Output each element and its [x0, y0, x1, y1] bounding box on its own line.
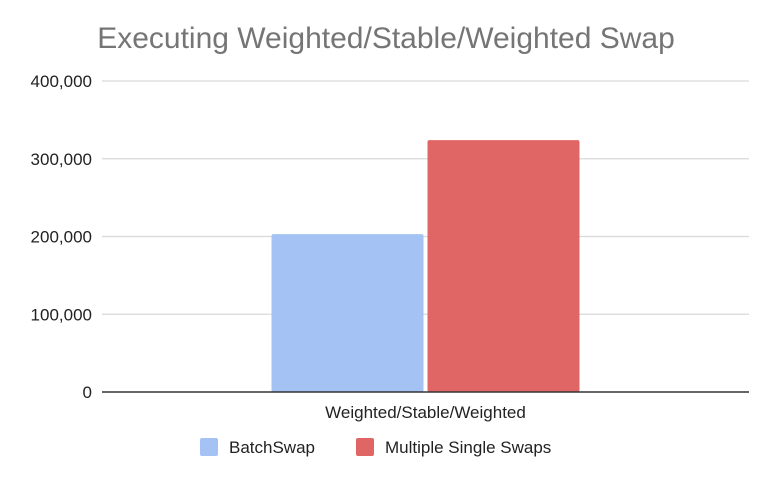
- y-axis-ticks: 0 100,000 200,000 300,000 400,000: [31, 72, 92, 402]
- legend-item: BatchSwap: [200, 438, 315, 457]
- legend-swatch: [200, 438, 218, 456]
- legend-label: BatchSwap: [229, 438, 315, 457]
- y-tick-label: 100,000: [31, 305, 92, 324]
- chart-title: Executing Weighted/Stable/Weighted Swap: [97, 22, 675, 55]
- y-tick-label: 400,000: [31, 72, 92, 91]
- x-axis-categories: Weighted/Stable/Weighted: [325, 403, 526, 422]
- x-category-label: Weighted/Stable/Weighted: [325, 403, 526, 422]
- legend-label: Multiple Single Swaps: [385, 438, 551, 457]
- gridlines: [102, 80, 749, 315]
- y-tick-label: 300,000: [31, 150, 92, 169]
- y-tick-label: 200,000: [31, 228, 92, 247]
- legend-swatch: [356, 438, 374, 456]
- y-tick-label: 0: [83, 383, 92, 402]
- legend-item: Multiple Single Swaps: [356, 438, 551, 457]
- bars: [271, 140, 580, 392]
- bar-multiple-single-swaps: [427, 140, 580, 392]
- legend: BatchSwap Multiple Single Swaps: [200, 438, 551, 457]
- bar-batchswap: [271, 234, 424, 392]
